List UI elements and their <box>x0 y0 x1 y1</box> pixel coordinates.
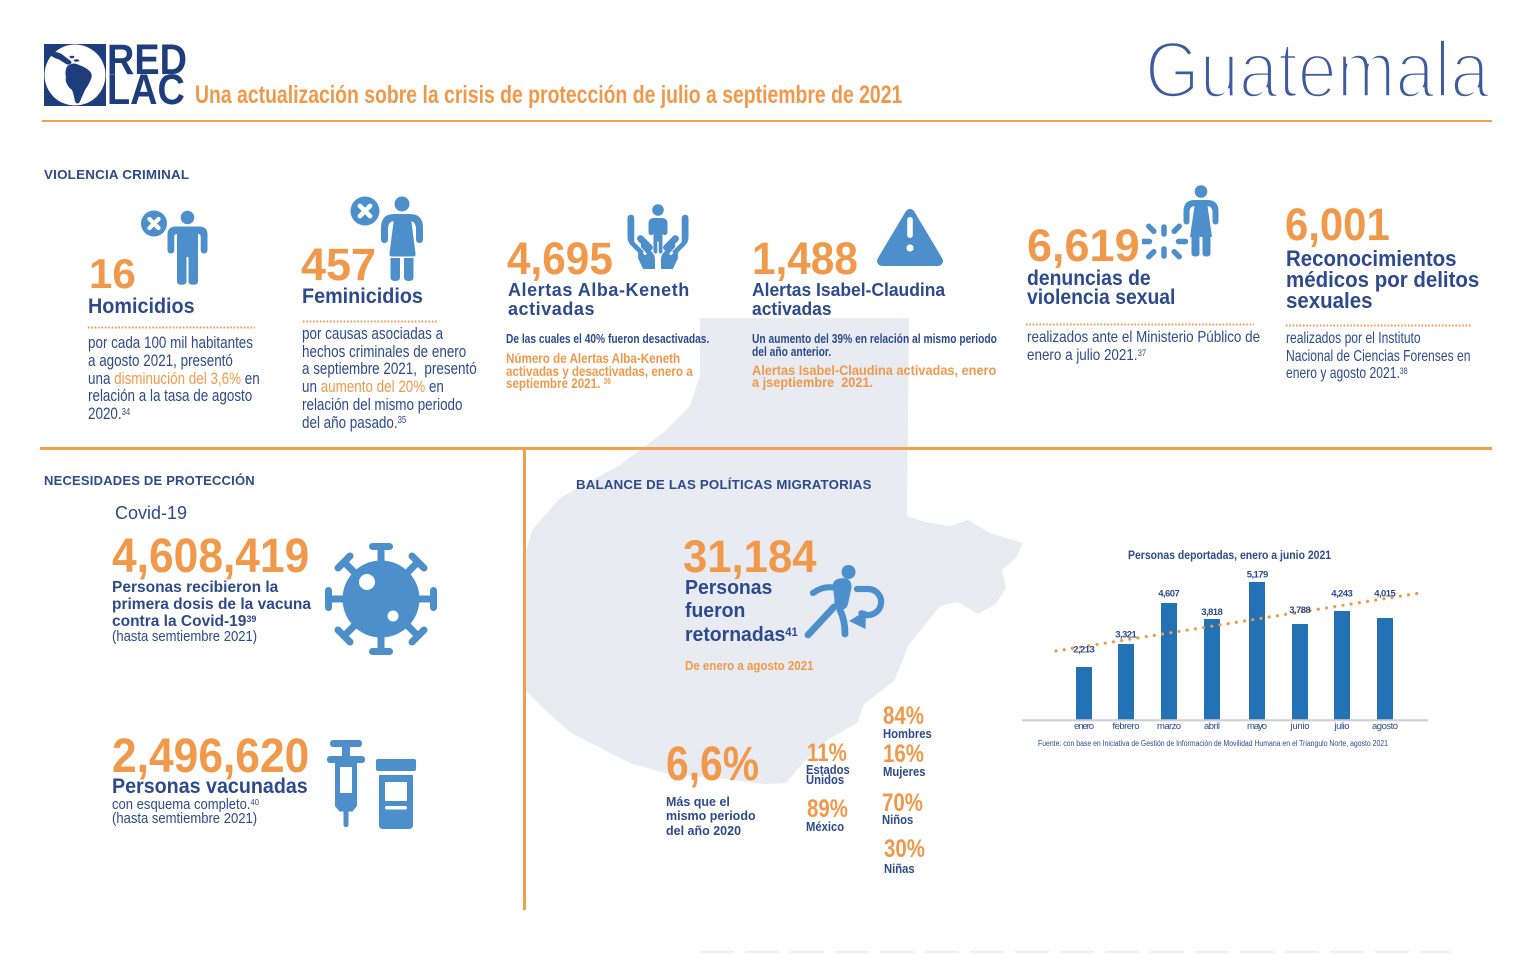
svg-text:3,321: 3,321 <box>1115 630 1137 641</box>
svg-text:5,179: 5,179 <box>1247 569 1269 580</box>
svg-text:4,243: 4,243 <box>1331 589 1353 600</box>
svg-text:3,818: 3,818 <box>1201 607 1223 618</box>
svg-text:agosto: agosto <box>1372 721 1398 732</box>
svg-text:mayo: mayo <box>1247 721 1267 732</box>
svg-text:junio: junio <box>1290 721 1310 732</box>
svg-text:febrero: febrero <box>1113 721 1140 732</box>
svg-text:4,607: 4,607 <box>1158 589 1180 600</box>
svg-text:enero: enero <box>1074 721 1094 732</box>
svg-text:3,788: 3,788 <box>1289 605 1311 616</box>
svg-text:2,213: 2,213 <box>1073 645 1095 656</box>
svg-text:julio: julio <box>1334 721 1350 732</box>
svg-text:4,015: 4,015 <box>1374 589 1396 600</box>
svg-text:abril: abril <box>1204 721 1220 732</box>
svg-text:marzo: marzo <box>1157 721 1181 732</box>
